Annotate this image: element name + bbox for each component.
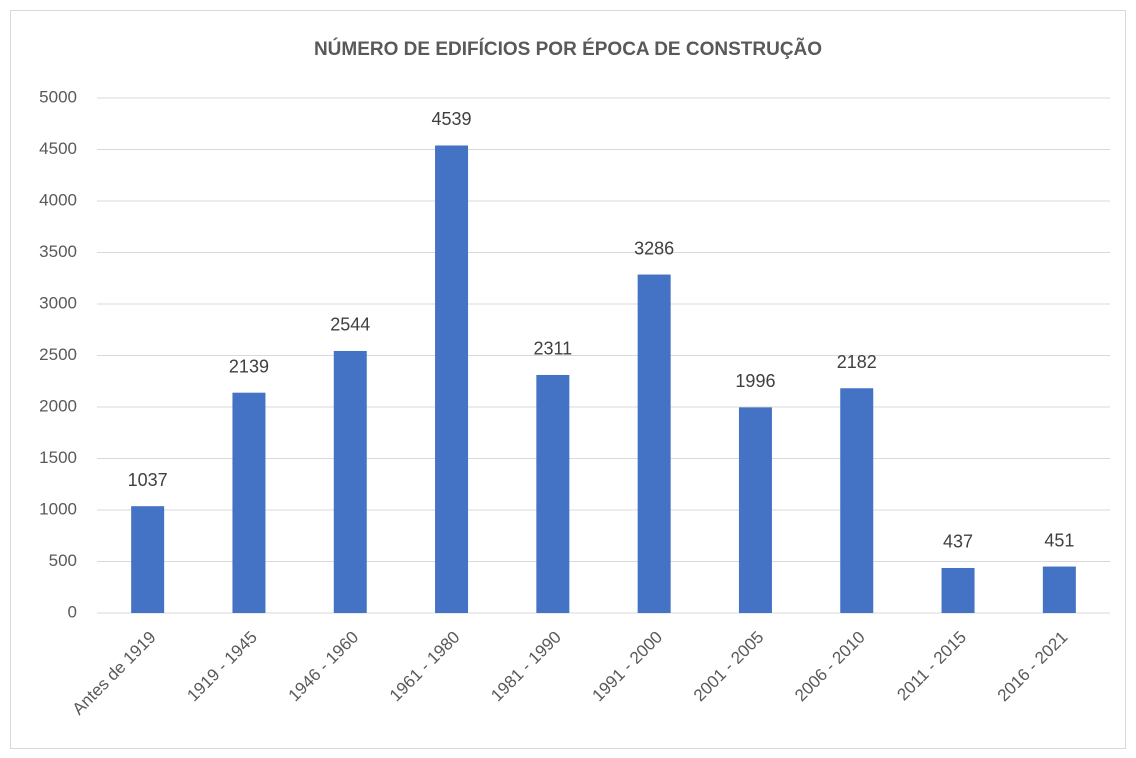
chart-title: NÚMERO DE EDIFÍCIOS POR ÉPOCA DE CONSTRU… [314,38,822,60]
data-label: 3286 [634,238,674,258]
data-label: 2311 [533,339,572,359]
data-label: 1996 [735,371,775,391]
data-label: 437 [943,532,973,552]
bar [1042,566,1076,613]
data-label: 1037 [128,470,168,490]
y-tick-label: 1500 [39,448,77,467]
data-label: 2139 [229,356,269,376]
y-tick-label: 2000 [39,396,77,415]
bar [840,388,874,613]
y-tick-label: 1000 [39,499,77,518]
y-tick-label: 0 [68,602,77,621]
bar [232,392,266,613]
data-label: 451 [1044,530,1074,550]
bar [131,506,165,613]
bar [637,274,671,613]
y-tick-label: 4500 [39,139,77,158]
y-tick-label: 500 [49,551,77,570]
y-tick-label: 3000 [39,293,77,312]
y-tick-label: 2500 [39,345,77,364]
bar [435,145,469,613]
data-label: 2182 [837,352,877,372]
y-tick-label: 5000 [39,87,77,106]
bar [738,407,772,613]
y-tick-label: 3500 [39,242,77,261]
data-label: 4539 [432,109,472,129]
y-tick-label: 4000 [39,190,77,209]
bar [941,567,975,613]
bar [536,374,570,613]
data-label: 2544 [330,315,370,335]
bar [333,350,367,613]
